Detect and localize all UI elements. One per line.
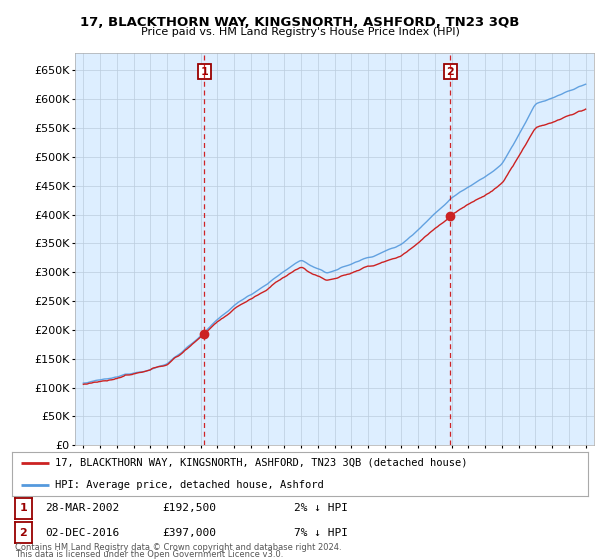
Text: 2: 2 — [446, 67, 454, 77]
Text: £397,000: £397,000 — [162, 528, 216, 538]
Text: 17, BLACKTHORN WAY, KINGSNORTH, ASHFORD, TN23 3QB (detached house): 17, BLACKTHORN WAY, KINGSNORTH, ASHFORD,… — [55, 458, 468, 468]
Text: 1: 1 — [20, 503, 27, 514]
Text: 28-MAR-2002: 28-MAR-2002 — [45, 503, 119, 514]
Text: 2: 2 — [20, 528, 27, 538]
Text: 7% ↓ HPI: 7% ↓ HPI — [294, 528, 348, 538]
Text: Price paid vs. HM Land Registry's House Price Index (HPI): Price paid vs. HM Land Registry's House … — [140, 27, 460, 37]
Text: Contains HM Land Registry data © Crown copyright and database right 2024.: Contains HM Land Registry data © Crown c… — [15, 543, 341, 552]
Text: 2% ↓ HPI: 2% ↓ HPI — [294, 503, 348, 514]
Text: 02-DEC-2016: 02-DEC-2016 — [45, 528, 119, 538]
Text: £192,500: £192,500 — [162, 503, 216, 514]
Text: This data is licensed under the Open Government Licence v3.0.: This data is licensed under the Open Gov… — [15, 550, 283, 559]
Text: 17, BLACKTHORN WAY, KINGSNORTH, ASHFORD, TN23 3QB: 17, BLACKTHORN WAY, KINGSNORTH, ASHFORD,… — [80, 16, 520, 29]
Text: 1: 1 — [200, 67, 208, 77]
Text: HPI: Average price, detached house, Ashford: HPI: Average price, detached house, Ashf… — [55, 480, 324, 489]
